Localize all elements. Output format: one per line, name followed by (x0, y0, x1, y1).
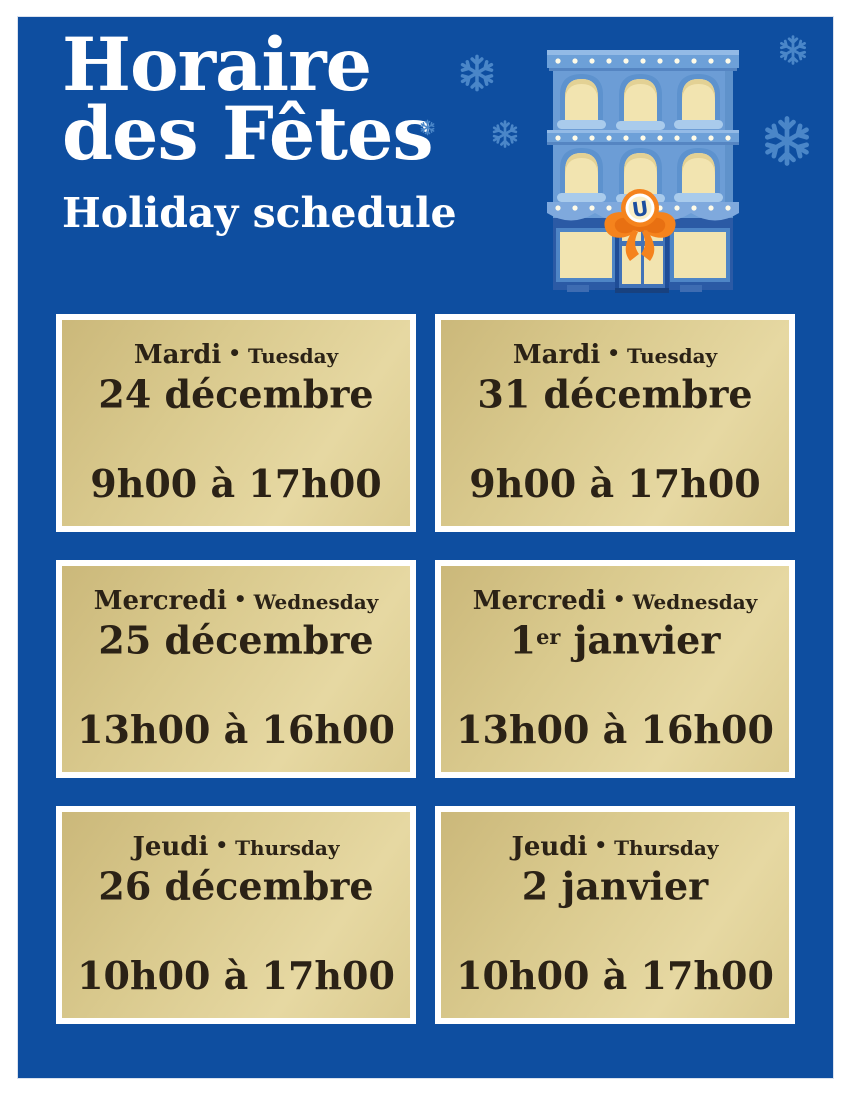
bullet-separator: • (215, 833, 229, 857)
schedule-card: Mercredi • Wednesday 25 décembre 13h00 à 1… (56, 560, 416, 778)
page-title-line-1: Horaire (62, 22, 372, 108)
card-day-line: Jeudi • Thursday (512, 832, 719, 862)
snowflake-icon (778, 35, 808, 65)
card-date: 24 décembre (98, 371, 373, 414)
card-day-line: Mardi • Tuesday (134, 340, 338, 370)
card-day-line: Mercredi • Wednesday (94, 586, 379, 616)
snowflake-icon (491, 120, 519, 148)
snowflake-icon (458, 54, 496, 92)
date-main: 24 décembre (98, 371, 374, 417)
card-day-line: Mercredi • Wednesday (473, 586, 758, 616)
schedule-card: Mardi • Tuesday 24 décembre 9h00 à 17h00 (56, 314, 416, 532)
day-name-en: Thursday (614, 836, 719, 860)
logo-letter: U (630, 196, 649, 222)
card-date: 26 décembre (98, 863, 373, 906)
bullet-separator: • (594, 833, 608, 857)
card-day-line: Mardi • Tuesday (513, 340, 717, 370)
bullet-separator: • (612, 587, 626, 611)
day-name-en: Wednesday (632, 590, 758, 614)
card-hours: 10h00 à 17h00 (77, 953, 395, 999)
schedule-card: Jeudi • Thursday 26 décembre 10h00 à 17h00 (56, 806, 416, 1024)
page-title-line-2: des Fêtes (62, 91, 434, 177)
card-date: 1er janvier (510, 617, 721, 660)
card-hours: 13h00 à 16h00 (77, 707, 395, 753)
day-name-en: Wednesday (253, 590, 379, 614)
day-name-fr: Mardi (512, 340, 601, 370)
snowflake-icon (419, 119, 436, 136)
snowflake-icon (760, 114, 814, 168)
storefront-illustration: U (547, 50, 739, 293)
card-date: 2 janvier (522, 863, 708, 906)
day-name-fr: Jeudi (511, 832, 588, 862)
card-hours: 10h00 à 17h00 (456, 953, 774, 999)
card-date: 25 décembre (98, 617, 373, 660)
date-main: 25 décembre (98, 617, 374, 663)
store-logo-badge: U (621, 189, 659, 227)
bullet-separator: • (228, 341, 242, 365)
date-main: 26 décembre (98, 863, 374, 909)
bullet-separator: • (233, 587, 247, 611)
bullet-separator: • (607, 341, 621, 365)
date-main: 1 (509, 617, 537, 663)
day-name-fr: Mercredi (472, 586, 606, 616)
card-date: 31 décembre (477, 371, 752, 414)
card-hours: 9h00 à 17h00 (90, 461, 382, 507)
day-name-fr: Mardi (133, 340, 222, 370)
date-tail: janvier (560, 617, 721, 663)
date-main: 2 janvier (521, 863, 709, 909)
schedule-grid: Mardi • Tuesday 24 décembre 9h00 à 17h00 M… (56, 314, 795, 1024)
holiday-poster: Horaire des Fêtes Holiday schedule (18, 17, 833, 1078)
card-day-line: Jeudi • Thursday (133, 832, 340, 862)
card-hours: 9h00 à 17h00 (469, 461, 761, 507)
day-name-en: Tuesday (248, 344, 339, 368)
day-name-fr: Mercredi (93, 586, 227, 616)
schedule-card: Mercredi • Wednesday 1er janvier 13h00 à 1… (435, 560, 795, 778)
date-superscript: er (536, 624, 561, 649)
day-name-fr: Jeudi (132, 832, 209, 862)
day-name-en: Tuesday (627, 344, 718, 368)
day-name-en: Thursday (235, 836, 340, 860)
schedule-card: Mardi • Tuesday 31 décembre 9h00 à 17h00 (435, 314, 795, 532)
schedule-card: Jeudi • Thursday 2 janvier 10h00 à 17h00 (435, 806, 795, 1024)
date-main: 31 décembre (477, 371, 753, 417)
title-block: Horaire des Fêtes Holiday schedule (62, 22, 457, 238)
card-hours: 13h00 à 16h00 (456, 707, 774, 753)
page-subtitle: Holiday schedule (62, 189, 457, 237)
